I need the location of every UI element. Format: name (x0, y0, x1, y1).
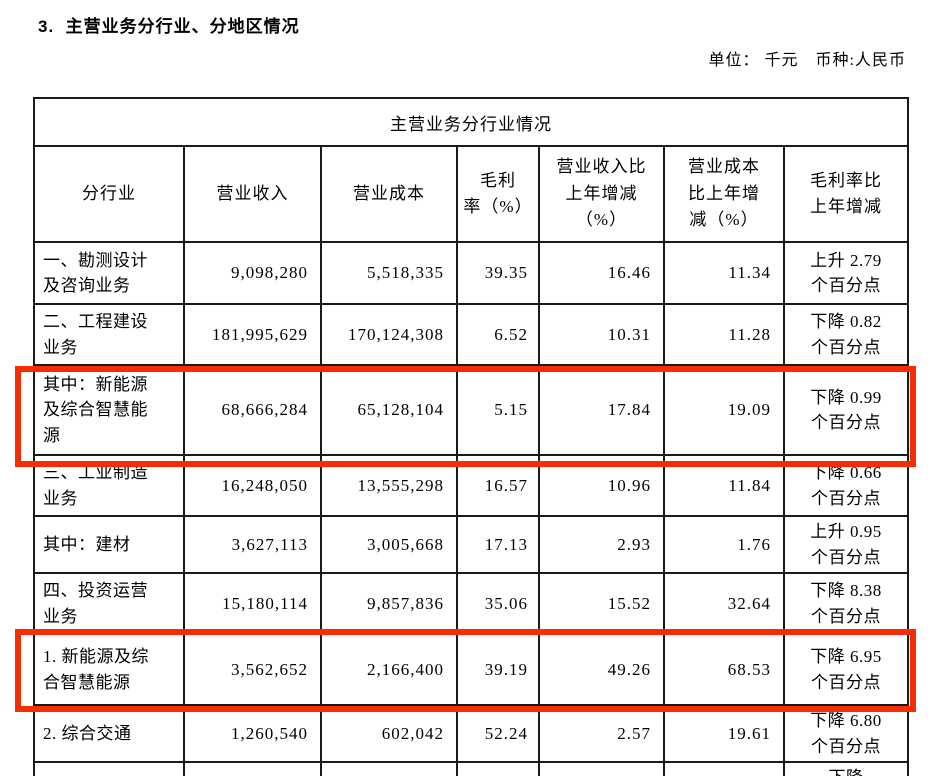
revenue-cell (183, 761, 322, 776)
cost-cell: 170,124,308 (320, 303, 458, 366)
cost-cell: 9,857,836 (320, 572, 458, 635)
cost-yoy-cell: 32.64 (663, 572, 785, 635)
industry-cell: 二、工程建设 业务 (33, 303, 185, 366)
table-row: 二、工程建设 业务 181,995,629 170,124,308 6.52 1… (33, 303, 910, 366)
cost-cell (320, 761, 458, 776)
col-header-gross-margin: 毛利 率（%） (456, 145, 540, 243)
industry-cell: 四、投资运营 业务 (33, 572, 185, 635)
revenue-cell: 181,995,629 (183, 303, 322, 366)
revenue-cell: 3,627,113 (183, 515, 322, 574)
margin-yoy-cell: 下降 0.66 个百分点 (782, 454, 910, 517)
table-row: 2. 综合交通 1,260,540 602,042 52.24 2.57 19.… (33, 704, 910, 763)
margin-yoy-cell: 下降 0.99 个百分点 (782, 364, 910, 456)
unit-currency-note: 单位： 千元 币种:人民币 (708, 52, 906, 69)
cost-yoy-cell: 11.28 (663, 303, 785, 366)
cost-yoy-cell: 19.61 (663, 704, 785, 763)
revenue-cell: 68,666,284 (183, 364, 322, 456)
revenue-yoy-cell: 17.84 (538, 364, 665, 456)
col-header-cost: 营业成本 (320, 145, 458, 243)
margin-yoy-cell: 下降 6.80 个百分点 (782, 704, 910, 763)
revenue-cell: 1,260,540 (183, 704, 322, 763)
cost-yoy-cell: 19.09 (663, 364, 785, 456)
cost-yoy-cell: 11.84 (663, 454, 785, 517)
margin-yoy-cell: 下降 8.38 个百分点 (782, 572, 910, 635)
revenue-cell: 15,180,114 (183, 572, 322, 635)
gross-margin-cell: 5.15 (456, 364, 540, 456)
revenue-yoy-cell: 2.57 (538, 704, 665, 763)
table-row-partial: 下降 (33, 761, 910, 776)
section-title: 3. 主营业务分行业、分地区情况 (38, 17, 300, 36)
cost-yoy-cell (663, 761, 785, 776)
industry-cell: 一、勘测设计 及咨询业务 (33, 241, 185, 305)
gross-margin-cell (456, 761, 540, 776)
margin-yoy-cell: 下降 (782, 761, 910, 776)
gross-margin-cell: 17.13 (456, 515, 540, 574)
revenue-yoy-cell (538, 761, 665, 776)
col-header-cost-yoy: 营业成本 比上年增 减（%） (663, 145, 785, 243)
cost-cell: 13,555,298 (320, 454, 458, 517)
cost-cell: 3,005,668 (320, 515, 458, 574)
table-row: 四、投资运营 业务 15,180,114 9,857,836 35.06 15.… (33, 572, 910, 635)
industry-cell: 其中：新能源 及综合智慧能 源 (33, 364, 185, 456)
margin-yoy-cell: 上升 2.79 个百分点 (782, 241, 910, 305)
revenue-yoy-cell: 2.93 (538, 515, 665, 574)
revenue-cell: 3,562,652 (183, 633, 322, 706)
revenue-yoy-cell: 15.52 (538, 572, 665, 635)
revenue-yoy-cell: 10.31 (538, 303, 665, 366)
industry-breakdown-table: 主营业务分行业情况 分行业 营业收入 营业成本 毛利 率（%） 营业收入比 上年… (32, 97, 910, 776)
cost-cell: 5,518,335 (320, 241, 458, 305)
col-header-margin-yoy: 毛利率比 上年增减 (782, 145, 910, 243)
col-header-revenue-yoy: 营业收入比 上年增减 （%） (538, 145, 665, 243)
table-header-row: 分行业 营业收入 营业成本 毛利 率（%） 营业收入比 上年增减 （%） 营业成… (33, 145, 910, 243)
industry-cell: 其中：建材 (33, 515, 185, 574)
revenue-yoy-cell: 49.26 (538, 633, 665, 706)
margin-yoy-cell: 下降 6.95 个百分点 (782, 633, 910, 706)
gross-margin-cell: 39.19 (456, 633, 540, 706)
revenue-cell: 9,098,280 (183, 241, 322, 305)
industry-cell: 三、工业制造 业务 (33, 454, 185, 517)
table-title: 主营业务分行业情况 (32, 97, 910, 147)
gross-margin-cell: 6.52 (456, 303, 540, 366)
cost-yoy-cell: 68.53 (663, 633, 785, 706)
revenue-yoy-cell: 10.96 (538, 454, 665, 517)
cost-cell: 602,042 (320, 704, 458, 763)
revenue-cell: 16,248,050 (183, 454, 322, 517)
gross-margin-cell: 35.06 (456, 572, 540, 635)
cost-yoy-cell: 11.34 (663, 241, 785, 305)
industry-cell: 2. 综合交通 (33, 704, 185, 763)
table-row: 一、勘测设计 及咨询业务 9,098,280 5,518,335 39.35 1… (33, 241, 910, 305)
margin-yoy-cell: 下降 0.82 个百分点 (782, 303, 910, 366)
cost-cell: 2,166,400 (320, 633, 458, 706)
gross-margin-cell: 52.24 (456, 704, 540, 763)
gross-margin-cell: 39.35 (456, 241, 540, 305)
revenue-yoy-cell: 16.46 (538, 241, 665, 305)
table-row-highlighted: 1. 新能源及综 合智慧能源 3,562,652 2,166,400 39.19… (33, 633, 910, 706)
table-row-highlighted: 其中：新能源 及综合智慧能 源 68,666,284 65,128,104 5.… (33, 364, 910, 456)
margin-yoy-cell: 上升 0.95 个百分点 (782, 515, 910, 574)
col-header-revenue: 营业收入 (183, 145, 322, 243)
cost-yoy-cell: 1.76 (663, 515, 785, 574)
industry-cell (33, 761, 185, 776)
cost-cell: 65,128,104 (320, 364, 458, 456)
gross-margin-cell: 16.57 (456, 454, 540, 517)
industry-cell: 1. 新能源及综 合智慧能源 (33, 633, 185, 706)
table-row: 其中：建材 3,627,113 3,005,668 17.13 2.93 1.7… (33, 515, 910, 574)
table-row: 三、工业制造 业务 16,248,050 13,555,298 16.57 10… (33, 454, 910, 517)
col-header-industry: 分行业 (33, 145, 185, 243)
table-title-row: 主营业务分行业情况 (32, 97, 910, 147)
